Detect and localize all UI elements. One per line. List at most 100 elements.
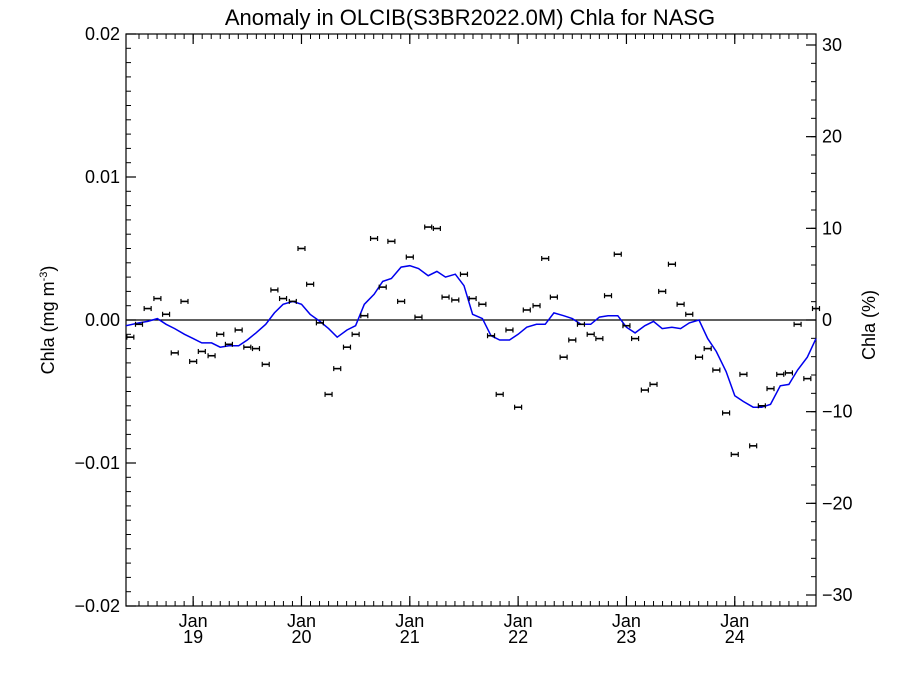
data-point (586, 331, 595, 337)
y-right-tick-label: −10 (822, 402, 853, 422)
data-point (424, 224, 433, 230)
data-point (261, 361, 270, 367)
data-point (251, 346, 261, 352)
minor-ticks (126, 33, 817, 607)
data-point (306, 281, 315, 287)
y-axis-left-label: Chla (mg m-3) (38, 266, 58, 375)
data-point (721, 410, 731, 416)
x-tick-year-label: 19 (183, 627, 203, 647)
data-point (170, 350, 179, 356)
data-point (667, 261, 677, 267)
data-point (793, 321, 802, 327)
data-point (631, 336, 640, 342)
x-tick-month-label: Jan (179, 611, 208, 631)
data-point (432, 225, 441, 231)
data-point (478, 301, 487, 307)
data-point (143, 306, 152, 312)
data-point (387, 238, 396, 244)
data-point (324, 391, 333, 397)
x-tick-month-label: Jan (287, 611, 316, 631)
data-point (468, 296, 477, 302)
data-point (134, 321, 144, 327)
data-point (153, 296, 162, 302)
data-point (549, 294, 558, 300)
data-point (405, 254, 414, 260)
data-point (811, 306, 821, 312)
data-point (360, 313, 369, 319)
data-point (559, 354, 568, 360)
x-tick-year-label: 20 (291, 627, 311, 647)
smoothed-anomaly-line (125, 264, 817, 408)
data-point (451, 297, 460, 303)
x-tick-month-label: Jan (612, 611, 641, 631)
y-axis-left-label-superscript: -3 (38, 272, 50, 282)
data-point (234, 327, 243, 333)
y-right-tick-label: 20 (822, 127, 842, 147)
data-point (486, 333, 496, 339)
y-axis-left: 0.02 0.01 0.00 −0.01 −0.02 (74, 24, 136, 616)
data-point (622, 323, 631, 329)
x-tick-year-label: 24 (725, 627, 745, 647)
data-point (414, 314, 423, 320)
x-tick-year-label: 21 (400, 627, 420, 647)
data-point (649, 381, 658, 387)
data-point (603, 293, 613, 299)
data-point (505, 327, 514, 333)
chart-title: Anomaly in OLCIB(S3BR2022.0M) Chla for N… (225, 5, 715, 30)
y-left-tick-label: 0.00 (85, 310, 120, 330)
data-point (685, 311, 694, 317)
data-point (739, 371, 748, 377)
y-axis-right: 30 20 10 0 −10 −20 −30 (806, 35, 853, 605)
data-point (766, 386, 775, 392)
y-left-tick-label: 0.02 (85, 24, 120, 44)
x-tick-month-label: Jan (720, 611, 749, 631)
data-point (514, 404, 523, 410)
data-point (712, 367, 721, 373)
data-point (351, 331, 360, 337)
data-point (803, 376, 812, 382)
y-right-tick-label: 0 (822, 310, 832, 330)
data-point (576, 321, 586, 327)
data-point (568, 337, 577, 343)
data-point (315, 320, 324, 326)
data-point (126, 334, 135, 340)
data-point (658, 288, 667, 294)
x-tick-month-label: Jan (504, 611, 533, 631)
data-point (703, 346, 712, 352)
data-point (397, 298, 406, 304)
data-point (541, 256, 550, 262)
data-point (197, 348, 206, 354)
y-axis-left-label-text: Chla (mg m (38, 281, 58, 374)
data-point (189, 358, 198, 364)
y-right-tick-label: 30 (822, 35, 842, 55)
x-tick-year-label: 23 (616, 627, 636, 647)
data-point (613, 251, 622, 257)
data-point (243, 344, 252, 350)
y-left-tick-label: −0.01 (74, 453, 120, 473)
y-axis-right-label: Chla (%) (859, 290, 879, 360)
y-axis-left-label-close: ) (38, 266, 58, 272)
data-point (297, 246, 306, 251)
data-point (180, 298, 189, 304)
x-tick-year-label: 22 (508, 627, 528, 647)
data-point (288, 298, 297, 304)
data-point (730, 451, 739, 457)
y-left-tick-label: 0.01 (85, 167, 120, 187)
data-point (333, 366, 342, 372)
data-point (207, 353, 216, 359)
data-point (749, 443, 758, 449)
data-point (495, 391, 504, 397)
data-point (270, 287, 279, 293)
data-point (784, 370, 794, 376)
data-point (278, 296, 288, 302)
data-point (378, 284, 387, 290)
data-point (522, 307, 531, 313)
data-point (776, 371, 785, 377)
x-tick-month-label: Jan (395, 611, 424, 631)
data-point (369, 235, 379, 241)
y-right-tick-label: 10 (822, 218, 842, 238)
data-point (459, 271, 469, 277)
data-point (441, 294, 450, 300)
